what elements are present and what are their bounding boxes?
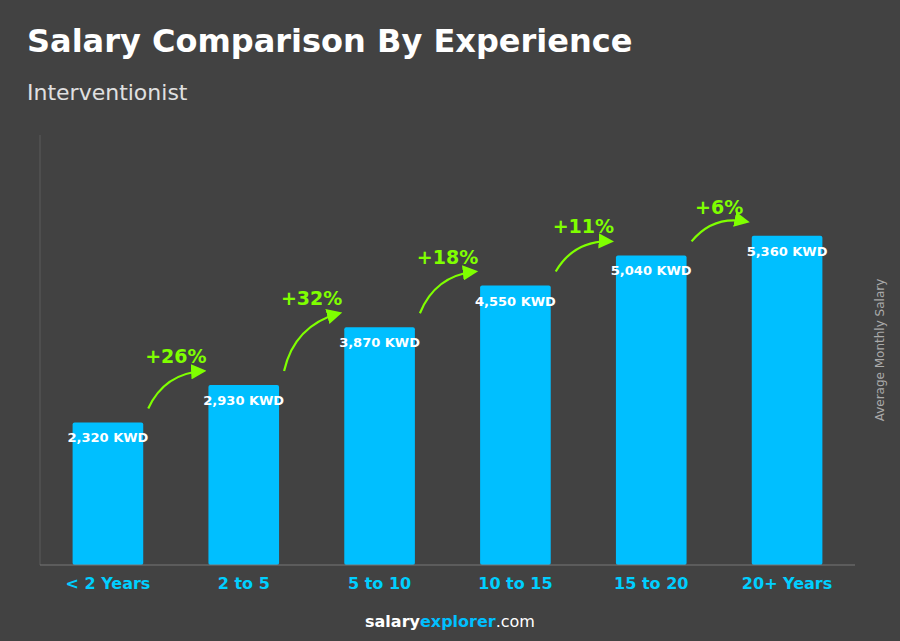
change-arrow [692,220,747,241]
data-label: 4,550 KWD [475,294,556,309]
x-tick-label: 2 to 5 [218,574,270,593]
change-annotation: +18% [417,246,478,268]
bar [616,255,687,565]
change-arrow [284,313,339,371]
bar [344,327,415,565]
x-tick-label: 20+ Years [742,574,832,593]
data-label: 3,870 KWD [339,335,420,350]
bar [752,236,823,565]
footer-part: .com [496,612,535,631]
data-label: 5,040 KWD [611,263,692,278]
footer-part: salary [365,612,420,631]
change-annotation: +11% [553,215,614,237]
data-label: 2,930 KWD [203,393,284,408]
title: Salary Comparison By Experience [27,22,632,60]
y-axis-label: Average Monthly Salary [873,279,887,422]
footer-part: explorer [420,612,496,631]
change-annotation: +6% [695,196,743,218]
x-axis-line [40,565,855,566]
chart-root: Salary Comparison By Experience Intervent… [0,0,900,641]
x-tick-label: 15 to 20 [614,574,688,593]
x-tick-label: < 2 Years [65,574,150,593]
x-tick-label: 5 to 10 [348,574,411,593]
bars [73,236,823,565]
footer: salaryexplorer.com [365,612,535,631]
change-arrow [420,272,475,314]
change-annotation: +32% [281,287,342,309]
background [0,0,900,641]
y-axis-line [40,135,41,565]
bar [480,286,551,566]
data-label: 5,360 KWD [747,244,828,259]
change-arrow [148,371,203,408]
change-arrow [556,241,611,271]
subtitle: Interventionist [27,80,188,105]
bar [208,385,279,565]
change-annotation: +26% [145,345,206,367]
x-tick-label: 10 to 15 [478,574,552,593]
data-label: 2,320 KWD [67,430,148,445]
